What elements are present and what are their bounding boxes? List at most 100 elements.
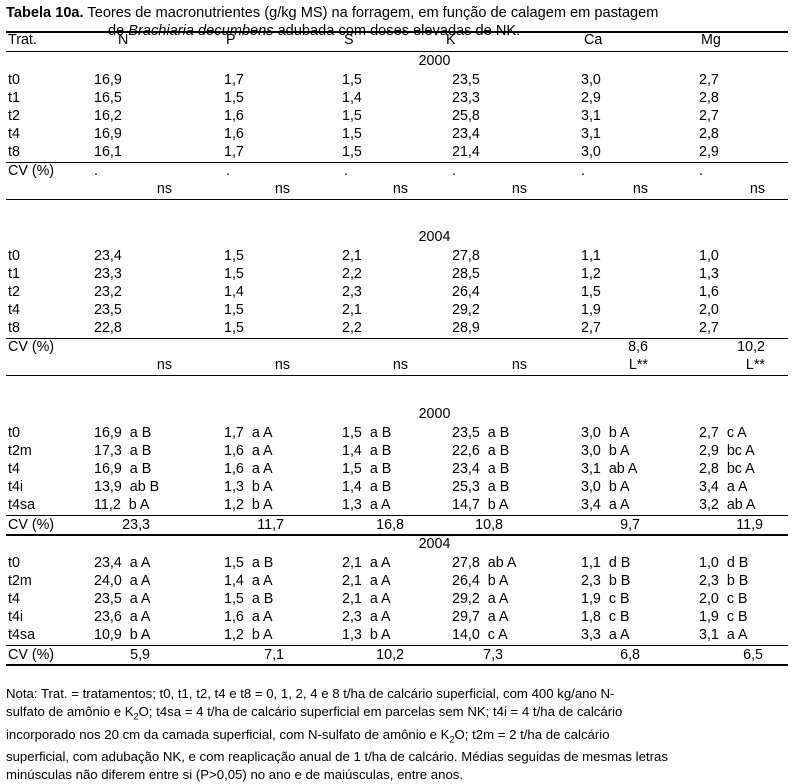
table-cell: 23,4 a A [94, 555, 151, 571]
table-cell: 29,2 [452, 302, 480, 318]
year-label: 2004 [418, 229, 451, 245]
table-cell: 1,5 [342, 72, 362, 88]
block-rule [6, 534, 788, 536]
table-cell: 1,5 [224, 266, 244, 282]
treatment-label: t4i [8, 479, 24, 495]
note-line: Nota: Trat. = tratamentos; t0, t1, t2, t… [6, 686, 615, 701]
treatment-label: t2 [8, 284, 20, 300]
table-cell: 3,1 ab A [581, 461, 638, 477]
table-cell: 2,9 bc A [699, 443, 755, 459]
table-cell: 1,5 [224, 248, 244, 264]
cv-value: 23,3 [122, 517, 150, 533]
significance: ns [632, 181, 648, 197]
table-cell: 13,9 ab B [94, 479, 160, 495]
table-cell: 2,3 a A [342, 609, 391, 625]
table-cell: 1,5 a B [342, 461, 392, 477]
cv-value: 9,7 [620, 517, 640, 533]
table-cell: 2,8 [699, 90, 719, 106]
table-cell: 1,6 a A [224, 461, 273, 477]
table-cell: 23,5 a B [452, 425, 510, 441]
cv-value: . [581, 163, 585, 179]
note-text: incorporado nos 20 cm da camada superfic… [6, 726, 450, 742]
significance: ns [156, 357, 172, 373]
table-cell: 3,1 [581, 108, 601, 124]
table-cell: 23,5 [452, 72, 480, 88]
treatment-label: t4 [8, 591, 20, 607]
significance: ns [274, 181, 290, 197]
table-cell: 1,0 [699, 248, 719, 264]
table-cell: 23,4 [452, 126, 480, 142]
table-cell: 1,6 [224, 126, 244, 142]
table-cell: 3,4 a A [699, 479, 748, 495]
table-cell: 2,7 [581, 320, 601, 336]
note-subscript: 2 [449, 734, 455, 745]
table-cell: 10,9 b A [94, 627, 151, 643]
significance: ns [274, 357, 290, 373]
cv-value: 8,6 [628, 339, 648, 355]
table-cell: 1,6 a A [224, 609, 273, 625]
table-cell: 16,2 [94, 108, 122, 124]
cv-label: CV (%) [8, 339, 55, 355]
significance: ns [511, 357, 527, 373]
table-cell: 23,6 a A [94, 609, 151, 625]
table-cell: 23,3 [452, 90, 480, 106]
treatment-label: t0 [8, 555, 20, 571]
treatment-label: t0 [8, 72, 20, 88]
table-cell: 3,3 a A [581, 627, 630, 643]
table-cell: 2,3 b B [581, 573, 631, 589]
note-text: O; t2m = 2 t/ha de calcário [454, 726, 610, 742]
table-cell: 23,4 [94, 248, 122, 264]
treatment-label: t8 [8, 144, 20, 160]
significance: L** [628, 357, 648, 373]
column-header-ca: Ca [584, 32, 603, 48]
table-cell: 16,9 [94, 72, 122, 88]
table-cell: 11,2 b A [94, 497, 150, 513]
table-cell: 1,6 [699, 284, 719, 300]
table-cell: 28,9 [452, 320, 480, 336]
table-cell: 2,0 [699, 302, 719, 318]
table-cell: 2,7 [699, 108, 719, 124]
table-cell: 16,5 [94, 90, 122, 106]
table-cell: 2,1 a A [342, 555, 391, 571]
cv-value: 10,8 [475, 517, 503, 533]
cv-value: 7,3 [483, 647, 503, 663]
treatment-label: t4sa [8, 627, 36, 643]
table-cell: 1,1 [581, 248, 601, 264]
treatment-label: t4 [8, 461, 20, 477]
table-cell: 2,0 c B [699, 591, 748, 607]
table-cell: 1,4 a B [342, 443, 392, 459]
note-subscript: 2 [133, 711, 139, 722]
table-cell: 25,8 [452, 108, 480, 124]
significance: L** [745, 357, 765, 373]
treatment-label: t2m [8, 573, 32, 589]
table-cell: 1,3 b A [224, 479, 273, 495]
table-cell: 23,3 [94, 266, 122, 282]
table-cell: 2,9 [581, 90, 601, 106]
table-caption: Tabela 10a. Teores de macronutrientes (g… [6, 4, 658, 23]
table-cell: 1,4 a B [342, 479, 392, 495]
table-cell: 2,2 [342, 320, 362, 336]
table-cell: 23,4 a B [452, 461, 510, 477]
cv-label: CV (%) [8, 647, 55, 663]
treatment-label: t2m [8, 443, 32, 459]
table-cell: 3,0 [581, 72, 601, 88]
table-cell: 1,7 a A [224, 425, 273, 441]
significance: ns [156, 181, 172, 197]
treatment-label: t2 [8, 108, 20, 124]
cv-value: . [344, 163, 348, 179]
year-label: 2000 [418, 406, 451, 422]
column-header-mg: Mg [701, 32, 721, 48]
cv-rule [6, 162, 788, 163]
table-cell: 1,3 a A [342, 497, 391, 513]
table-cell: 1,5 [224, 320, 244, 336]
cv-label: CV (%) [8, 517, 55, 533]
table-cell: 1,1 d B [581, 555, 631, 571]
block-rule [6, 199, 788, 200]
cv-rule [6, 515, 788, 516]
table-cell: 2,1 [342, 302, 362, 318]
table-cell: 1,2 b A [224, 497, 273, 513]
table-cell: 1,4 [224, 284, 244, 300]
table-cell: 1,5 a B [224, 591, 274, 607]
cv-value: 11,9 [736, 517, 763, 533]
table-cell: 24,0 a A [94, 573, 151, 589]
